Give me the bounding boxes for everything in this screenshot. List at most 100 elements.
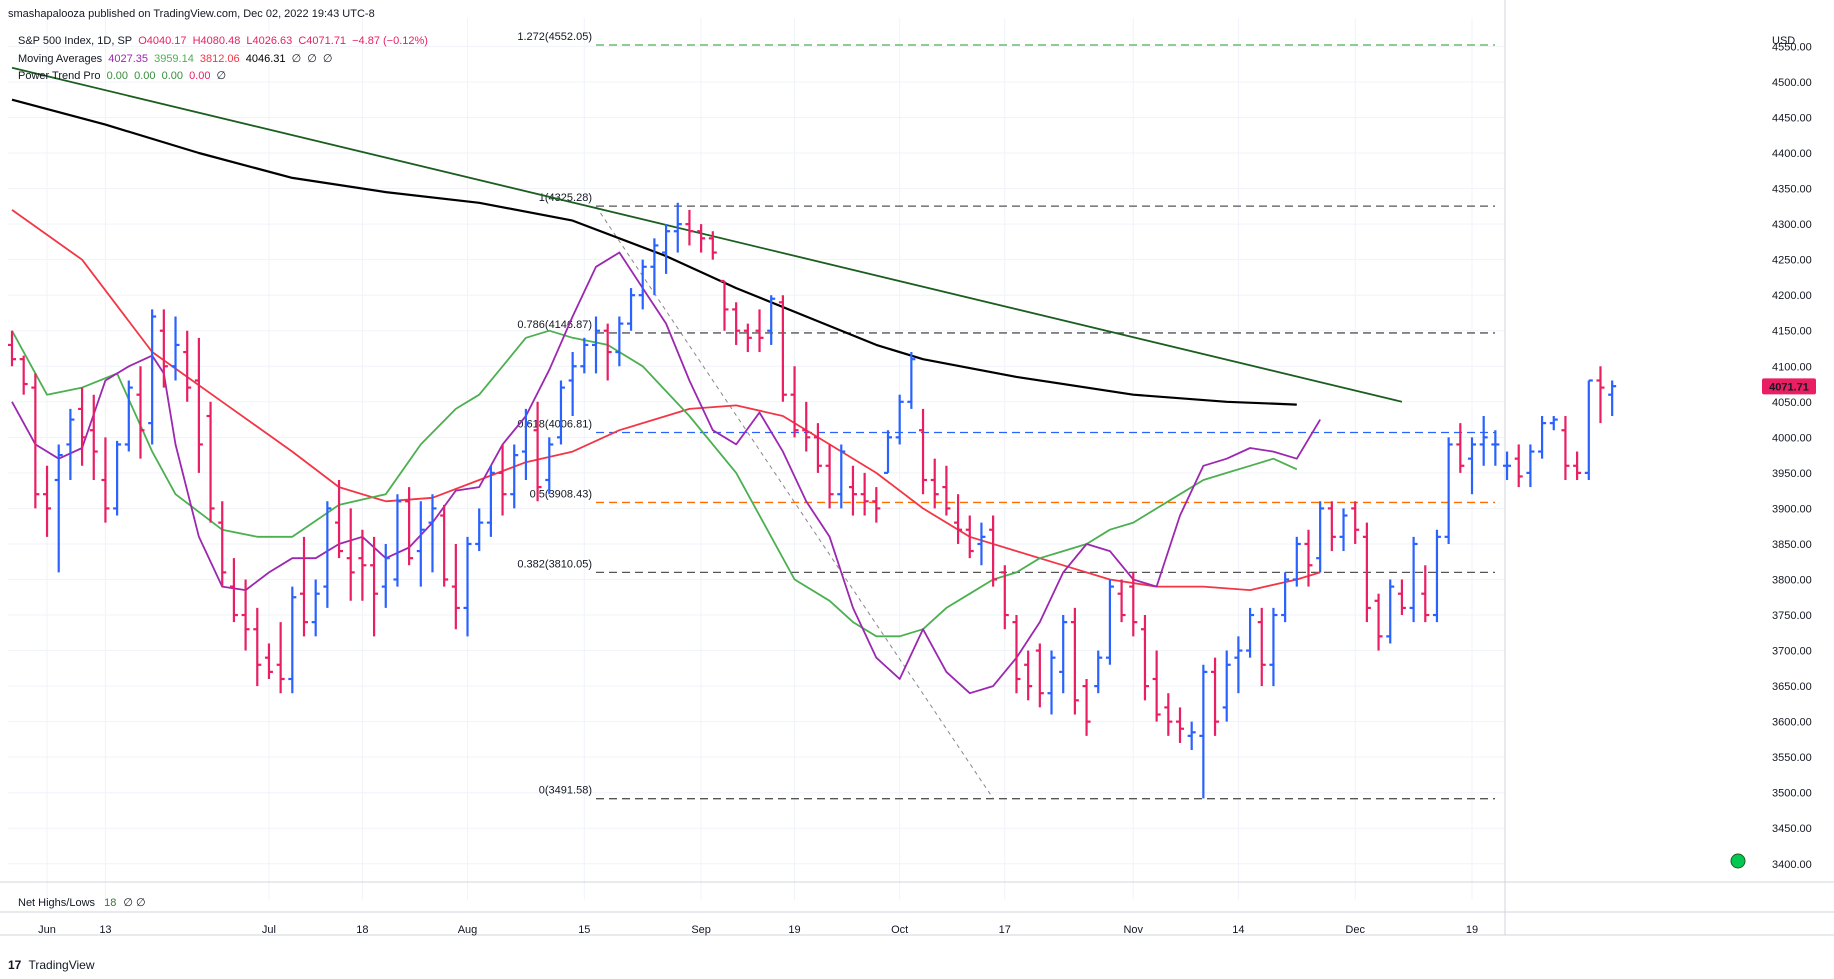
ohlc-bar	[790, 366, 799, 438]
ohlc-bar	[1129, 572, 1138, 637]
ma-legend[interactable]: Moving Averages 4027.35 3959.14 3812.06 …	[18, 52, 335, 65]
ma-black-line	[11, 98, 1297, 406]
ohlc-bar	[1304, 529, 1313, 587]
ohlc-bar	[1608, 380, 1617, 417]
price-bars	[8, 202, 1617, 799]
ohlc-bar	[848, 465, 857, 516]
ohlc-bar	[778, 295, 787, 402]
ohlc-bar	[1397, 579, 1406, 616]
ohlc-bar	[159, 309, 168, 388]
fib-level-label: 0.618(4006.81)	[517, 418, 592, 430]
ohlc-bar	[1281, 572, 1290, 623]
ptp-value-5: ∅	[216, 70, 227, 82]
ohlc-bar	[1164, 693, 1173, 736]
time-tick-label: 19	[1466, 924, 1478, 936]
price-tick-label: 3450.00	[1772, 823, 1812, 835]
ohlc-bar	[1117, 579, 1126, 623]
ohlc-bar	[767, 295, 776, 345]
ptp-value-1: 0.00	[106, 70, 129, 82]
ohlc-bar	[475, 508, 484, 552]
ohlc-bar	[802, 401, 811, 452]
brand-name: TradingView	[28, 958, 95, 972]
ohlc-bar	[732, 302, 741, 345]
tradingview-logo-icon: 17	[8, 958, 22, 972]
ma-value-3: 3812.06	[199, 53, 240, 65]
price-tick-label: 4550.00	[1772, 41, 1812, 53]
ohlc-bar	[603, 323, 612, 381]
ohlc-bar	[1246, 607, 1255, 658]
price-tick-label: 3500.00	[1772, 788, 1812, 800]
ohlc-bar	[54, 444, 63, 573]
symbol-legend[interactable]: S&P 500 Index, 1D, SP O4040.17 H4080.48 …	[18, 35, 431, 47]
chart-overlays	[1730, 853, 1746, 869]
ohlc-bar	[264, 643, 273, 679]
time-axis[interactable]: Jun 13 Jul 18 Aug 15 Sep 19 Oct 17 Nov 14 Dec 19	[38, 924, 1478, 936]
fib-level-label: 1(4325.28)	[539, 192, 592, 204]
ptp-legend[interactable]: Power Trend Pro 0.00 0.00 0.00 0.00 ∅	[18, 69, 229, 82]
low-value: L4026.63	[246, 35, 293, 47]
price-tick-label: 4250.00	[1772, 255, 1812, 267]
ohlc-bar	[1596, 366, 1605, 424]
ohlc-bar	[300, 536, 308, 637]
ohlc-bar	[907, 352, 916, 409]
price-tick-label: 3600.00	[1772, 717, 1812, 729]
last-price-label: 4071.71	[1769, 381, 1809, 393]
ohlc-bar	[1024, 650, 1033, 701]
net-highs-lows-legend[interactable]: Net Highs/Lows 18 ∅ ∅	[18, 896, 146, 909]
ohlc-bar	[615, 316, 624, 367]
ohlc-bar	[229, 558, 238, 623]
ohlc-bar	[942, 465, 951, 516]
ohlc-bar	[1514, 444, 1523, 488]
ohlc-bar	[311, 579, 320, 637]
ohlc-bar	[1549, 416, 1558, 431]
last-price-badge	[1762, 378, 1816, 395]
ohlc-bar	[860, 472, 869, 516]
ohlc-bar	[101, 437, 110, 523]
ma-value-6: ∅	[307, 53, 317, 65]
ma-value-4: 4046.31	[245, 53, 286, 65]
ohlc-bar	[8, 330, 16, 367]
ma-purple-line	[11, 251, 1321, 695]
ohlc-bar	[1432, 529, 1441, 623]
ohlc-bar	[1257, 607, 1266, 687]
tradingview-footer[interactable]: 17 TradingView	[8, 958, 95, 972]
ohlc-bar	[346, 508, 355, 601]
ohlc-bar	[288, 586, 297, 694]
ohlc-bar	[884, 430, 892, 474]
price-tick-label: 4400.00	[1772, 148, 1812, 160]
ohlc-bar	[218, 501, 227, 587]
ohlc-bar	[638, 259, 647, 310]
ohlc-bar	[1176, 707, 1184, 743]
time-tick-label: 18	[356, 924, 368, 936]
ohlc-bar	[1409, 536, 1418, 623]
price-tick-label: 4000.00	[1772, 432, 1812, 444]
ohlc-bar	[393, 494, 402, 587]
ohlc-bar	[720, 279, 729, 331]
fib-level-label: 0.786(4146.87)	[517, 319, 592, 331]
ohlc-bar	[124, 380, 133, 452]
time-tick-label: 14	[1232, 924, 1244, 936]
ohlc-bar	[685, 209, 694, 246]
open-value: O4040.17	[138, 35, 187, 47]
ohlc-bar	[183, 330, 192, 402]
time-tick-label: Nov	[1123, 924, 1143, 936]
price-axis[interactable]: USD 3400.00 3450.00 3500.00 3550.00 3600.00 36…	[1762, 35, 1816, 871]
ohlc-bar	[872, 487, 881, 523]
price-tick-label: 3400.00	[1772, 859, 1812, 871]
ohlc-bar	[1362, 522, 1371, 623]
ohlc-bar	[533, 401, 542, 502]
ohlc-bar	[19, 355, 28, 395]
price-tick-label: 3950.00	[1772, 468, 1812, 480]
publisher-line: smashapalooza published on TradingView.c…	[8, 8, 381, 20]
time-tick-label: Jun	[38, 924, 56, 936]
ma-value-7: ∅	[322, 53, 333, 65]
ma-value-2: 3959.14	[154, 53, 194, 65]
ohlc-bar	[1491, 430, 1500, 466]
ohlc-bar	[1105, 579, 1114, 665]
ohlc-bar	[113, 440, 122, 516]
ohlc-bar	[1187, 721, 1196, 751]
ptp-value-3: 0.00	[161, 70, 183, 82]
ohlc-bar	[1316, 501, 1325, 573]
ohlc-bar	[930, 458, 939, 509]
